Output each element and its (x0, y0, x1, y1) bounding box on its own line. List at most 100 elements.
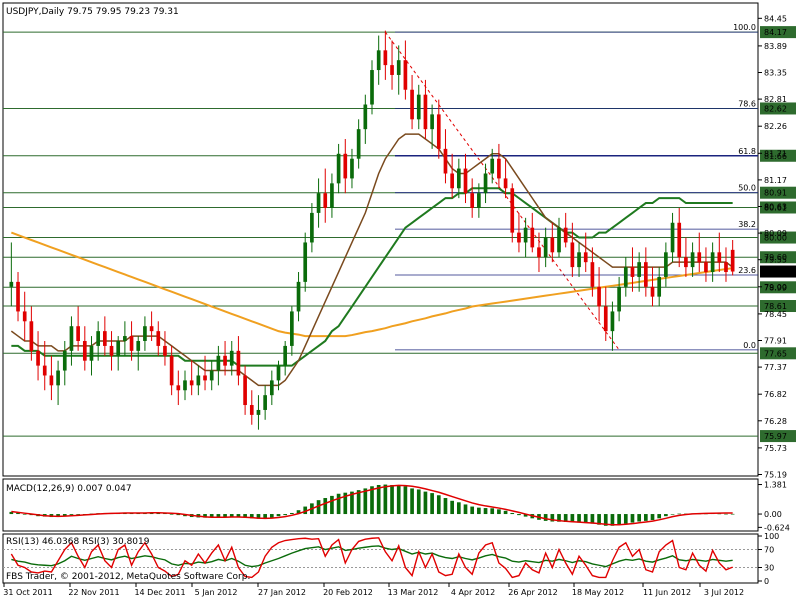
rsi3-line (10, 537, 733, 579)
macd-bar (436, 495, 441, 515)
rsi-tick-label: 100 (764, 532, 779, 541)
candle-body (36, 350, 40, 366)
candle-body (570, 242, 575, 268)
price-panel[interactable] (2, 2, 759, 477)
price-tick-label: 78.45 (764, 310, 787, 319)
price-axis: 84.45 83.89 83.35 82.81 82.26 81.71 81.17 80.63… (758, 14, 787, 479)
time-label: 22 Nov 2011 (68, 588, 119, 597)
candle-body (657, 276, 662, 297)
macd-bar (450, 500, 454, 515)
macd-histogram (9, 484, 735, 526)
level-badge (760, 251, 796, 264)
candle-body (189, 380, 194, 386)
level-badge (760, 231, 796, 244)
candle-body (610, 311, 615, 332)
candle-body (396, 60, 401, 75)
candle-body (724, 262, 728, 273)
macd-bar (650, 514, 655, 521)
macd-bar (390, 484, 394, 515)
current-price-badge (760, 265, 796, 278)
time-label: 26 Apr 2012 (508, 588, 557, 597)
macd-bar (209, 514, 214, 518)
level-badge (760, 300, 796, 313)
price-tick-label: 77.91 (764, 336, 787, 345)
time-label: 5 Jan 2012 (195, 588, 238, 597)
price-tick-label: 79.00 (764, 283, 787, 292)
macd-bar (350, 491, 354, 515)
candle-body (123, 336, 127, 341)
macd-bar (203, 514, 207, 518)
candle-body (209, 370, 214, 381)
candle-body (684, 257, 688, 268)
candle-body (630, 267, 635, 277)
macd-bar (443, 498, 448, 515)
macd-bar (490, 508, 495, 515)
time-label: 14 Dec 2011 (134, 588, 185, 597)
rsi13-line (11, 545, 733, 568)
candle-body (704, 262, 708, 273)
candle-body (330, 183, 334, 208)
candle-body (597, 286, 601, 307)
level-label: 75.97 (764, 432, 787, 441)
candle-body (229, 350, 234, 366)
macd-bar (630, 514, 635, 523)
macd-bar (283, 514, 288, 516)
fib-level-label: 50.0 (738, 184, 756, 193)
candle-body (316, 193, 321, 213)
candle-body (563, 227, 568, 243)
time-label: 20 Feb 2012 (323, 588, 373, 597)
price-tick-label: 75.19 (764, 470, 787, 479)
macd-bar (523, 514, 528, 517)
level-label: 80.61 (764, 203, 787, 212)
candle-body (76, 326, 80, 341)
macd-bar (9, 511, 14, 515)
candle-body (517, 232, 521, 243)
level-label: 81.66 (764, 152, 787, 161)
candle-body (430, 114, 434, 130)
macd-bar (269, 514, 274, 518)
macd-bar (76, 514, 80, 515)
macd-bar (583, 514, 588, 524)
candle-body (383, 50, 388, 66)
macd-bar (510, 512, 515, 515)
candle-body (169, 355, 174, 386)
candle-body (443, 148, 448, 174)
fib-level-label: 100.0 (733, 23, 756, 32)
candle-body (650, 286, 655, 297)
candle-body (510, 188, 515, 233)
candle-body (603, 306, 608, 332)
candle-body (269, 380, 274, 396)
macd-bar (470, 506, 475, 515)
price-tick-label: 76.82 (764, 390, 787, 399)
rsi-tick-label: 0 (764, 577, 769, 586)
candle-body (416, 94, 421, 120)
copyright-text: FBS Trader, © 2001-2012, MetaQuotes Soft… (6, 572, 250, 582)
candle-body (730, 249, 735, 272)
macd-bar (643, 514, 648, 521)
level-badge (760, 347, 796, 360)
macd-bar (603, 514, 608, 526)
candle-body (623, 267, 628, 287)
macd-tick-label: -0.624 (764, 523, 790, 532)
candle-body (22, 311, 27, 322)
candle-body (710, 252, 715, 273)
candle-body (503, 178, 508, 189)
macd-bar (216, 514, 221, 518)
macd-bar (370, 486, 374, 515)
macd-bar (263, 514, 267, 519)
symbol-header: USDJPY,Daily 79.75 79.95 79.23 79.31 (6, 7, 179, 17)
fib-level-label: 38.2 (738, 220, 756, 229)
fib-level-label: 61.8 (738, 147, 756, 156)
candle-body (196, 375, 201, 386)
candle-body (223, 355, 227, 366)
candle-body (203, 375, 207, 381)
candle-body (550, 237, 555, 253)
fib-level-label: 0.0 (743, 341, 756, 350)
candle-body (577, 252, 581, 268)
candle-body (323, 193, 328, 208)
price-tick-label: 83.89 (764, 42, 787, 51)
candlesticks[interactable] (9, 30, 735, 430)
rsi-tick-label: 70 (764, 546, 774, 555)
candle-body (350, 158, 354, 179)
